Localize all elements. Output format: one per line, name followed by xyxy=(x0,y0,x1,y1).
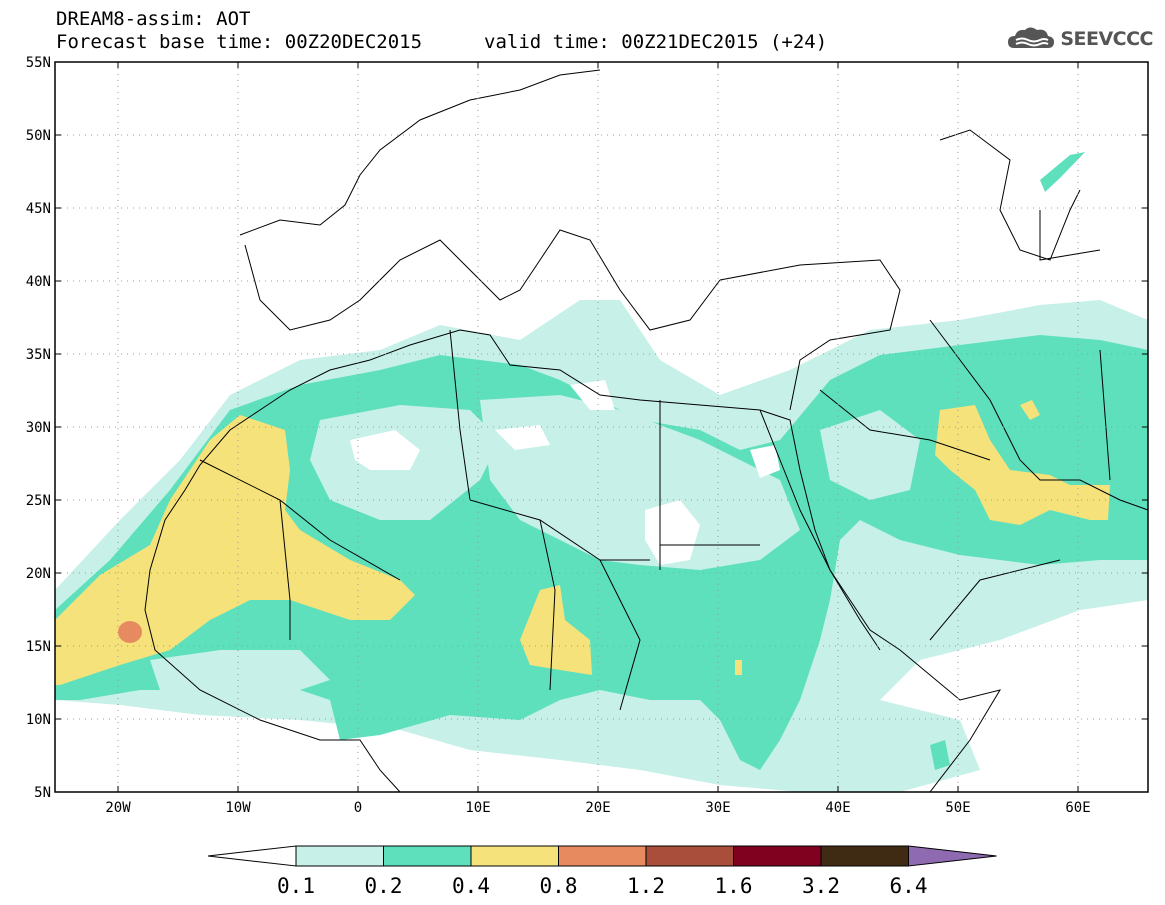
aot-patch-0.1 xyxy=(150,650,330,690)
colorbar: 0.1 0.2 0.4 0.8 1.2 1.6 3.2 6.4 xyxy=(207,845,997,898)
aot-low-patch xyxy=(495,425,550,450)
border-2 xyxy=(449,329,650,561)
colorbar-box xyxy=(733,845,822,867)
lon-tick-label: 10E xyxy=(465,800,490,816)
lat-tick-label: 10N xyxy=(26,712,51,728)
aot-low-patch xyxy=(570,380,615,410)
colorbar-over-arrow xyxy=(908,845,997,867)
lon-tick-label: 50E xyxy=(945,800,970,816)
aot-low-patch xyxy=(645,500,700,565)
tick-marks xyxy=(55,61,1148,793)
colorbar-label: 0.2 xyxy=(365,874,403,898)
aot-low-patch xyxy=(750,445,780,478)
lon-tick-label: 40E xyxy=(825,800,850,816)
colorbar-box xyxy=(383,845,472,867)
coastline-europe xyxy=(239,69,721,331)
colorbar-box xyxy=(820,845,909,867)
coastline-west-africa xyxy=(144,569,401,792)
map-title: DREAM8-assim: AOT xyxy=(56,8,251,30)
lat-tick-label: 5N xyxy=(34,785,51,801)
border-1 xyxy=(199,459,401,640)
colorbar-box xyxy=(470,845,559,867)
colorbar-label: 0.8 xyxy=(540,874,578,898)
aot-band-0.4 xyxy=(55,415,415,685)
colorbar-label: 0.1 xyxy=(277,874,315,898)
coastline-africa xyxy=(149,329,1002,792)
lat-tick-label: 20N xyxy=(26,566,51,582)
logo-text: SEEVCCC xyxy=(1060,28,1153,50)
coastlines xyxy=(144,69,1148,792)
lat-tick-label: 30N xyxy=(26,420,51,436)
colorbar-label: 3.2 xyxy=(802,874,840,898)
aot-high-spot xyxy=(118,621,142,643)
aot-band-0.4 xyxy=(735,660,742,675)
lat-tick-label: 35N xyxy=(26,347,51,363)
colorbar-label: 1.6 xyxy=(715,874,753,898)
lon-tick-label: 20E xyxy=(585,800,610,816)
colorbar-label: 1.2 xyxy=(627,874,665,898)
lat-tick-label: 15N xyxy=(26,639,51,655)
colorbar-box xyxy=(645,845,734,867)
aot-low-patch xyxy=(350,430,420,470)
aot-patch-0.1 xyxy=(480,395,800,570)
lon-tick-label: 10W xyxy=(225,800,251,816)
aot-band-0.4 xyxy=(935,405,1110,525)
coastline-caspian xyxy=(939,129,1081,261)
colorbar-label: 6.4 xyxy=(890,874,928,898)
valid-time: valid time: 00Z21DEC2015 (+24) xyxy=(484,31,828,53)
aot-band-0.4 xyxy=(1020,400,1040,420)
border-4 xyxy=(539,519,641,711)
aot-band-0.4 xyxy=(520,585,592,675)
border-3 xyxy=(659,400,760,570)
border-6 xyxy=(1039,210,1111,481)
lat-tick-label: 45N xyxy=(26,201,51,217)
lat-tick-label: 55N xyxy=(26,55,51,71)
colorbar-box xyxy=(295,845,384,867)
lon-tick-label: 0 xyxy=(354,800,362,816)
longitude-labels: 20W 10W 0 10E 20E 30E 40E 50E 60E xyxy=(105,800,1090,816)
lon-tick-label: 20W xyxy=(105,800,131,816)
coastline-redsea xyxy=(759,409,881,651)
border-5 xyxy=(819,389,1061,641)
colorbar-box xyxy=(558,845,647,867)
lat-tick-label: 25N xyxy=(26,493,51,509)
colorbar-under-arrow xyxy=(207,845,297,867)
lat-tick-label: 50N xyxy=(26,128,51,144)
seevccc-logo: SEEVCCC xyxy=(1006,24,1153,54)
aot-patch-0.2 xyxy=(1040,152,1085,192)
lat-tick-label: 40N xyxy=(26,274,51,290)
coastline-mideast xyxy=(719,259,1148,511)
colorbar-label: 0.4 xyxy=(452,874,490,898)
lon-tick-label: 30E xyxy=(705,800,730,816)
cloud-icon xyxy=(1008,27,1055,48)
aot-patch-0.2 xyxy=(930,740,950,770)
aot-patch-0.1 xyxy=(820,410,920,500)
latitude-labels: 55N 50N 45N 40N 35N 30N 25N 20N 15N 10N 5N xyxy=(26,55,51,801)
lon-tick-label: 60E xyxy=(1065,800,1090,816)
aot-shading xyxy=(55,152,1148,792)
forecast-base-time: Forecast base time: 00Z20DEC2015 xyxy=(56,31,423,53)
graticule xyxy=(55,62,1148,792)
